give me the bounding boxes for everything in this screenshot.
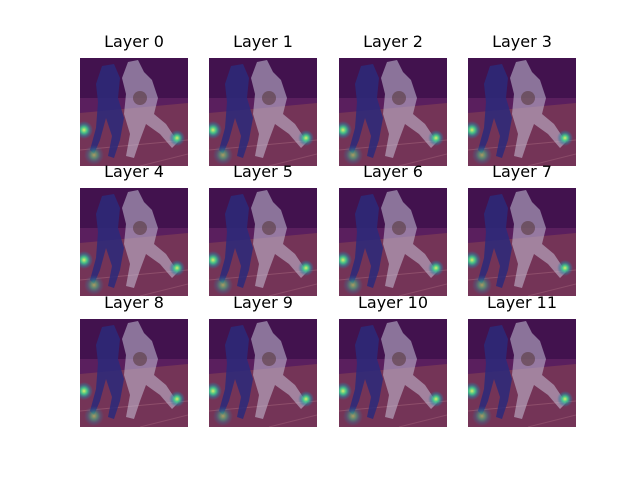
attention-hotspot [209,121,222,139]
attention-hotspot [84,275,104,295]
defender-silhouette [219,325,253,419]
panel-title: Layer 5 [233,162,293,181]
defender-silhouette [478,194,512,288]
ball-handler-silhouette [381,321,437,419]
attention-hotspot [298,130,314,146]
attention-overlay-image [468,319,576,427]
attention-hotspot [80,251,93,269]
attention-overlay-image [209,188,317,296]
attention-hotspot [428,130,444,146]
attention-hotspot [339,121,352,139]
basketball [521,352,535,366]
attention-hotspot [84,406,104,426]
attention-hotspot [472,145,492,165]
panel-title: Layer 1 [233,32,293,51]
attention-hotspot [428,260,444,276]
defender-silhouette [90,325,124,419]
basketball [521,221,535,235]
attention-hotspot [343,145,363,165]
attention-hotspot [298,260,314,276]
attention-hotspot [209,251,222,269]
attention-hotspot [209,382,222,400]
panel-title: Layer 8 [104,293,164,312]
panel-title: Layer 7 [492,162,552,181]
defender-silhouette [90,194,124,288]
attention-hotspot [468,382,481,400]
attention-overlay-image [80,58,188,166]
ball-handler-silhouette [122,60,178,158]
defender-silhouette [349,194,383,288]
attention-hotspot [339,251,352,269]
basketball [392,352,406,366]
ball-handler-silhouette [122,321,178,419]
attention-overlay-image [209,58,317,166]
defender-silhouette [478,325,512,419]
attention-overlay-image [209,319,317,427]
attention-overlay-image [339,188,447,296]
attention-hotspot [213,275,233,295]
attention-hotspot [80,121,93,139]
panel-title: Layer 9 [233,293,293,312]
ball-handler-silhouette [381,60,437,158]
attention-overlay-image [339,58,447,166]
defender-silhouette [349,325,383,419]
ball-handler-silhouette [510,321,566,419]
panel-title: Layer 4 [104,162,164,181]
attention-overlay-image [468,188,576,296]
attention-hotspot [557,130,573,146]
attention-hotspot [343,275,363,295]
attention-hotspot [428,391,444,407]
attention-hotspot [468,121,481,139]
basketball [521,91,535,105]
ball-handler-silhouette [122,190,178,288]
basketball [133,91,147,105]
attention-hotspot [169,260,185,276]
basketball [133,352,147,366]
ball-handler-silhouette [251,60,307,158]
attention-hotspot [557,391,573,407]
ball-handler-silhouette [381,190,437,288]
attention-hotspot [339,382,352,400]
attention-hotspot [468,251,481,269]
defender-silhouette [478,64,512,158]
defender-silhouette [219,64,253,158]
basketball [262,91,276,105]
panel-title: Layer 0 [104,32,164,51]
attention-hotspot [84,145,104,165]
basketball [262,352,276,366]
ball-handler-silhouette [251,321,307,419]
attention-hotspot [557,260,573,276]
basketball [392,91,406,105]
panel-title: Layer 2 [363,32,423,51]
defender-silhouette [90,64,124,158]
defender-silhouette [349,64,383,158]
attention-overlay-image [468,58,576,166]
ball-handler-silhouette [510,190,566,288]
attention-hotspot [213,406,233,426]
ball-handler-silhouette [510,60,566,158]
panel-title: Layer 6 [363,162,423,181]
attention-hotspot [472,406,492,426]
panel-title: Layer 10 [357,293,429,312]
basketball [262,221,276,235]
basketball [133,221,147,235]
attention-overlay-image [80,319,188,427]
attention-hotspot [169,391,185,407]
attention-hotspot [343,406,363,426]
attention-hotspot [298,391,314,407]
attention-overlay-image [80,188,188,296]
attention-hotspot [472,275,492,295]
attention-hotspot [169,130,185,146]
ball-handler-silhouette [251,190,307,288]
panel-title: Layer 3 [492,32,552,51]
panel-title: Layer 11 [486,293,558,312]
attention-hotspot [213,145,233,165]
attention-overlay-image [339,319,447,427]
defender-silhouette [219,194,253,288]
attention-hotspot [80,382,93,400]
basketball [392,221,406,235]
